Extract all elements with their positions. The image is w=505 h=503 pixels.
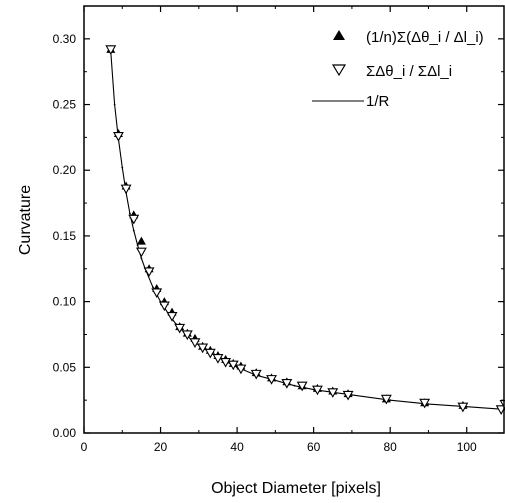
y-tick-label: 0.10	[53, 295, 77, 309]
series-sum-ratio-point	[113, 132, 124, 142]
legend-label-1: (1/n)Σ(Δθ_i / Δl_i)	[366, 29, 484, 46]
y-tick-label: 0.25	[53, 98, 77, 112]
series-sum-ratio-point	[120, 184, 132, 195]
series-sum-ratio-point	[189, 338, 201, 348]
series-1-over-R-point	[151, 286, 154, 289]
x-tick-label: 80	[384, 440, 398, 454]
series-sum-ratio-point	[457, 402, 469, 413]
legend: (1/n)Σ(Δθ_i / Δl_i) ΣΔθ_i / ΣΔl_i 1/R	[312, 29, 484, 110]
series-sum-ratio-point	[342, 390, 354, 401]
axes: 0 20 40 60 80 100 0.00 0.05 0.10 0.15 0.20 0.25 0.30	[53, 5, 505, 454]
legend-entry-3: 1/R	[312, 93, 390, 110]
x-tick-label: 20	[154, 440, 168, 454]
series-sum-ratio-point	[250, 369, 262, 380]
series-1-over-R-point	[121, 166, 124, 169]
series-1-over-R-point	[132, 229, 135, 232]
x-tick-label: 100	[457, 440, 477, 454]
series-1-over-R-point	[293, 384, 296, 387]
series-sum-ratio-point	[281, 379, 293, 389]
y-tick-label: 0.30	[53, 32, 77, 46]
series-sum-ratio-point	[296, 381, 308, 392]
series-sum-ratio-point	[128, 214, 140, 225]
legend-marker-open-triangle	[331, 64, 347, 77]
series-sum-ratio-point	[312, 385, 323, 396]
x-tick-label: 60	[307, 440, 321, 454]
legend-entry-1: (1/n)Σ(Δθ_i / Δl_i)	[333, 29, 484, 46]
series-sum-ratio-point	[197, 343, 209, 354]
y-tick-label: 0.05	[53, 360, 77, 374]
series-sum-ratio-point	[419, 398, 431, 409]
series-sum-ratio-point	[135, 247, 147, 258]
x-tick-label: 0	[81, 440, 88, 454]
series-1-over-R-line	[110, 51, 505, 410]
series-1-over-R-point	[140, 257, 143, 260]
x-tick-label: 40	[230, 440, 244, 454]
series-sum-ratio-point	[143, 267, 155, 278]
y-tick-label: 0.20	[53, 163, 77, 177]
y-axis-title: Curvature	[17, 185, 34, 255]
series-sum-ratio-point	[166, 312, 178, 322]
y-tick-label: 0.15	[53, 229, 77, 243]
series-sum-ratio-point	[220, 358, 232, 368]
y-tick-label: 0.00	[53, 426, 77, 440]
series-sum-ratio-point	[105, 45, 117, 55]
series-sum-ratio-point	[158, 301, 170, 312]
series-sum-ratio-point	[174, 323, 186, 334]
series-sum-ratio-point	[204, 348, 216, 359]
series-sum-ratio-point	[380, 394, 392, 405]
series-1-over-R-point	[113, 103, 116, 106]
series-sum-ratio-point	[327, 388, 339, 398]
plot-frame	[83, 5, 505, 434]
legend-label-2: ΣΔθ_i / ΣΔl_i	[366, 63, 452, 80]
series-sum-ratio-point	[212, 354, 224, 364]
series-sum-ratio-point	[266, 375, 277, 385]
series-sum-ratio-point	[181, 330, 193, 341]
legend-label-3: 1/R	[366, 93, 390, 110]
series-sum-ratio-point	[235, 364, 247, 375]
series-1-over-R-point	[129, 212, 131, 215]
legend-entry-2: ΣΔθ_i / ΣΔl_i	[331, 63, 452, 80]
x-axis-title: Object Diameter [pixels]	[211, 480, 381, 497]
legend-marker-filled-triangle	[333, 30, 345, 40]
plot-area	[105, 44, 505, 415]
series-sum-ratio-point	[151, 288, 163, 299]
series-sum-ratio-point	[227, 360, 239, 371]
series-mean-ratio-point	[136, 236, 146, 245]
